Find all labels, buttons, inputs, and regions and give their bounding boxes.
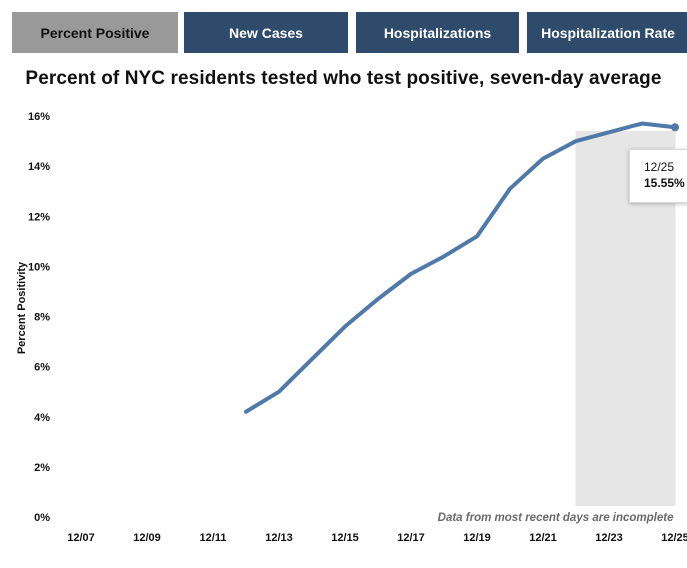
highlighted-data-point <box>671 123 679 132</box>
y-tick-label: 10% <box>28 261 50 273</box>
x-tick-label: 12/09 <box>133 532 161 544</box>
incomplete-data-note: Data from most recent days are incomplet… <box>438 512 674 524</box>
y-tick-label: 2% <box>34 462 50 474</box>
x-tick-label: 12/19 <box>463 532 491 544</box>
tab-hospitalizations[interactable]: Hospitalizations <box>356 12 519 53</box>
tab-new-cases[interactable]: New Cases <box>184 12 348 53</box>
tooltip-date: 12/25 <box>644 160 675 174</box>
tab-hospitalization-rate[interactable]: Hospitalization Rate <box>527 12 687 53</box>
chart-title: Percent of NYC residents tested who test… <box>25 68 662 89</box>
x-tick-label: 12/07 <box>67 532 95 544</box>
chart-tooltip: 12/25 15.55% <box>629 149 687 203</box>
x-tick-label: 12/15 <box>331 532 359 544</box>
x-tick-label: 12/23 <box>595 532 623 544</box>
y-tick-label: 8% <box>34 312 50 324</box>
y-axis-label: Percent Positivity <box>16 261 28 354</box>
y-tick-label: 12% <box>28 211 50 223</box>
tab-percent-positive[interactable]: Percent Positive <box>12 12 178 53</box>
y-tick-label: 0% <box>34 512 50 524</box>
y-tick-label: 16% <box>28 111 50 123</box>
y-tick-label: 6% <box>34 362 50 374</box>
chart-tab-bar: Percent Positive New Cases Hospitalizati… <box>12 12 687 53</box>
x-tick-label: 12/25 <box>661 532 687 544</box>
x-tick-label: 12/11 <box>200 532 227 544</box>
y-tick-label: 4% <box>34 412 50 424</box>
x-tick-label: 12/17 <box>397 532 425 544</box>
series-line <box>244 121 677 414</box>
x-tick-label: 12/21 <box>529 532 557 544</box>
y-tick-label: 14% <box>28 161 50 173</box>
x-tick-label: 12/13 <box>265 532 293 544</box>
tooltip-value: 15.55% <box>644 176 685 190</box>
